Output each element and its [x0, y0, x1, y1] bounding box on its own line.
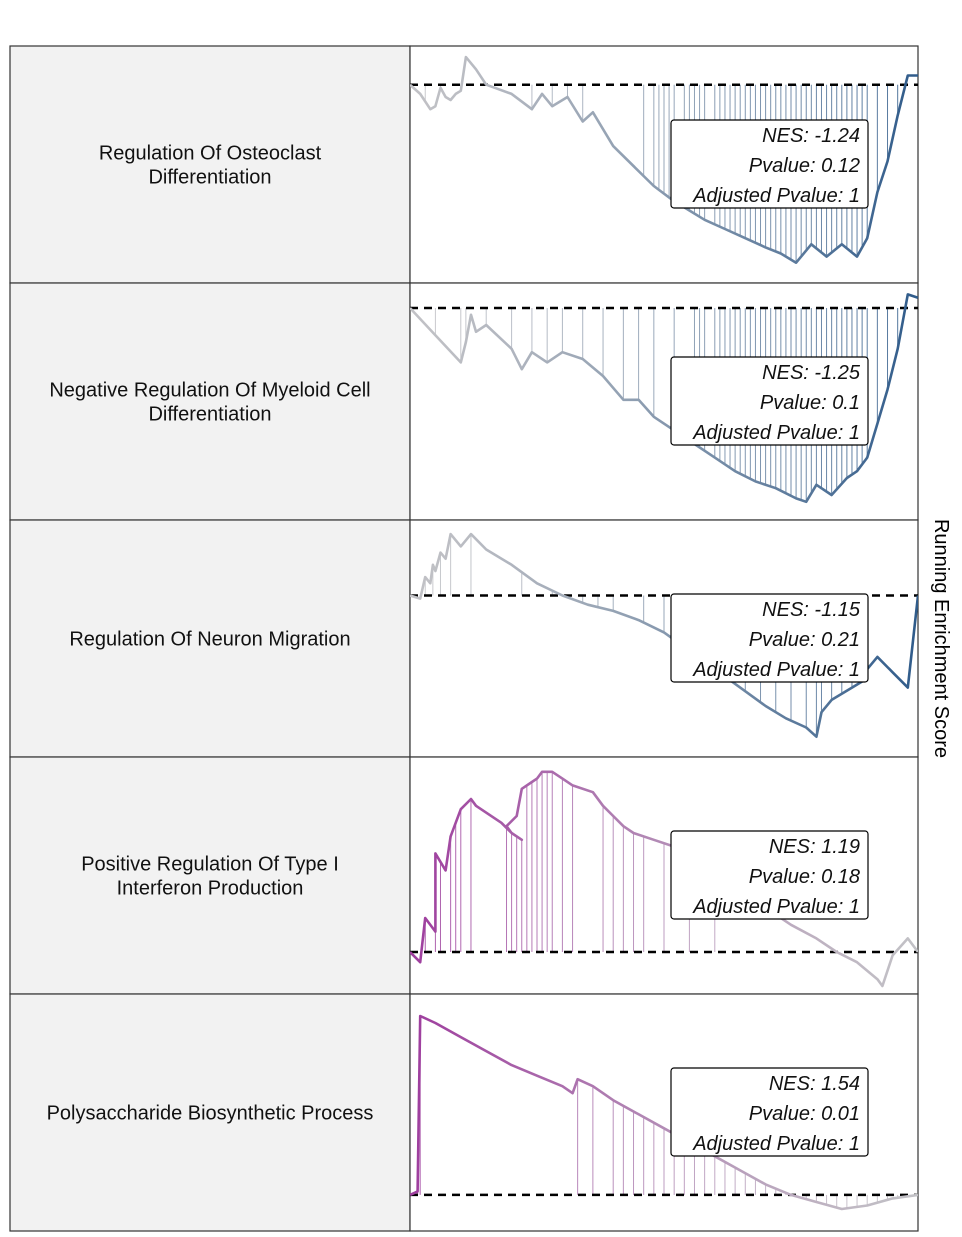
stat-adjusted-pvalue: Adjusted Pvalue: 1	[692, 659, 860, 681]
panel-label: Negative Regulation Of Myeloid Cell Diffe…	[49, 380, 370, 426]
label-cell	[9, 45, 411, 284]
panel-label: Positive Regulation Of Type I Interferon …	[81, 854, 339, 900]
stat-adjusted-pvalue: Adjusted Pvalue: 1	[692, 422, 860, 444]
stat-adjusted-pvalue: Adjusted Pvalue: 1	[692, 1133, 860, 1155]
stats-box: NES: 1.54 Pvalue: 0.01 Adjusted Pvalue: 1	[670, 1067, 869, 1157]
stat-nes: NES: 1.19	[769, 836, 860, 858]
panel-label: Regulation Of Osteoclast Differentiation	[99, 143, 322, 189]
stat-nes: NES: -1.25	[762, 362, 861, 384]
stat-pvalue: Pvalue: 0.1	[760, 392, 860, 414]
stat-adjusted-pvalue: Adjusted Pvalue: 1	[692, 185, 860, 207]
stat-pvalue: Pvalue: 0.18	[749, 866, 860, 888]
stats-box: NES: -1.15 Pvalue: 0.21 Adjusted Pvalue: 1	[670, 593, 869, 683]
stat-nes: NES: -1.15	[762, 599, 861, 621]
panel-label: Regulation Of Neuron Migration	[69, 629, 350, 651]
stat-pvalue: Pvalue: 0.01	[749, 1103, 860, 1125]
enrichment-curve	[410, 770, 918, 988]
stats-box: NES: -1.24 Pvalue: 0.12 Adjusted Pvalue: 1	[670, 119, 869, 209]
panel-5: Polysaccharide Biosynthetic Process NES: …	[9, 993, 919, 1232]
stat-adjusted-pvalue: Adjusted Pvalue: 1	[692, 896, 860, 918]
panel-1: Regulation Of Osteoclast Differentiation N…	[9, 45, 919, 284]
panel-2: Negative Regulation Of Myeloid Cell Diffe…	[9, 282, 919, 521]
y-axis-title-text: Running Enrichment Score	[929, 518, 952, 758]
enrichment-curve	[410, 55, 918, 264]
label-cell	[9, 282, 411, 521]
label-cell	[9, 756, 411, 995]
stat-pvalue: Pvalue: 0.12	[749, 155, 860, 177]
panel-3: Regulation Of Neuron Migration NES: -1.15…	[9, 519, 919, 758]
enrichment-curve	[410, 1014, 918, 1211]
panel-label: Polysaccharide Biosynthetic Process	[47, 1103, 374, 1125]
stats-box: NES: 1.19 Pvalue: 0.18 Adjusted Pvalue: 1	[670, 830, 869, 920]
enrichment-curve	[410, 532, 918, 738]
y-axis-title: Running Enrichment Score	[920, 46, 960, 1230]
panel-4: Positive Regulation Of Type I Interferon …	[9, 756, 919, 995]
stat-pvalue: Pvalue: 0.21	[749, 629, 860, 651]
stat-nes: NES: 1.54	[769, 1073, 860, 1095]
stats-box: NES: -1.25 Pvalue: 0.1 Adjusted Pvalue: 1	[670, 356, 869, 446]
stat-nes: NES: -1.24	[762, 125, 860, 147]
